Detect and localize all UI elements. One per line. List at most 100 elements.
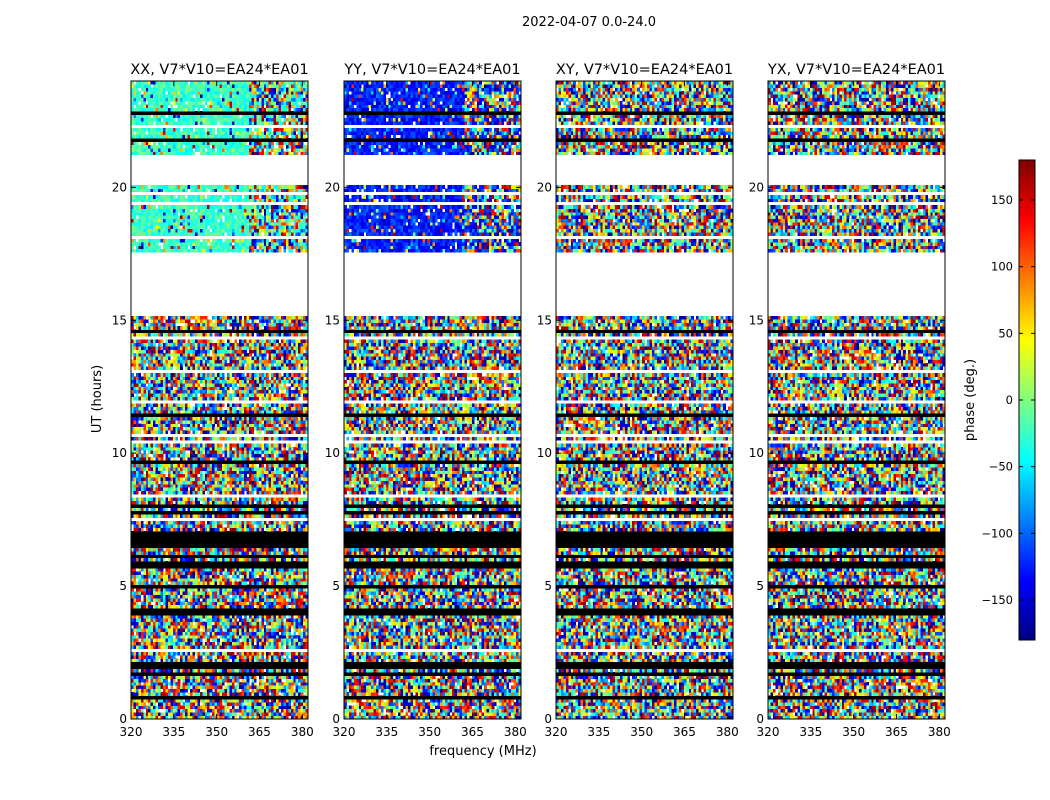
heatmap-cell	[266, 551, 269, 555]
heatmap-cell	[239, 500, 242, 505]
heatmap-cell	[143, 655, 147, 659]
heatmap-cell	[258, 581, 262, 585]
heatmap-cell	[185, 715, 188, 720]
heatmap-cell	[175, 477, 179, 481]
heatmap-cell	[202, 577, 206, 582]
heatmap-cell	[253, 628, 257, 632]
heatmap-cell	[249, 447, 252, 451]
heatmap-cell	[221, 682, 225, 686]
heatmap-cell	[217, 473, 220, 478]
heatmap-cell	[175, 527, 179, 532]
heatmap-cell	[295, 514, 299, 518]
heatmap-cell	[266, 406, 269, 411]
heatmap-cell	[236, 447, 240, 451]
heatmap-cell	[167, 651, 171, 656]
heatmap-cell	[241, 551, 245, 555]
heatmap-cell	[271, 457, 274, 461]
heatmap-cell	[271, 658, 274, 663]
heatmap-cell	[285, 698, 289, 703]
heatmap-cell	[204, 450, 208, 455]
heatmap-cell	[170, 688, 174, 693]
heatmap-cell	[249, 483, 252, 488]
heatmap-cell	[182, 678, 186, 683]
heatmap-cell	[298, 443, 301, 448]
heatmap-cell	[288, 507, 292, 512]
heatmap-cell	[239, 604, 242, 609]
heatmap-cell	[190, 416, 193, 421]
heatmap-cell	[165, 618, 169, 622]
heatmap-cell	[165, 507, 169, 512]
heatmap-cell	[182, 688, 186, 693]
heatmap-cell	[153, 682, 156, 686]
heatmap-cell	[263, 420, 267, 424]
heatmap-cell	[224, 651, 228, 656]
heatmap-cell	[170, 682, 174, 686]
heatmap-cell	[194, 426, 198, 431]
heatmap-cell	[202, 406, 206, 411]
heatmap-cell	[194, 420, 198, 424]
heatmap-cell	[199, 574, 203, 579]
heatmap-cell	[305, 682, 309, 686]
heatmap-cell	[197, 423, 201, 428]
heatmap-cell	[131, 473, 134, 478]
heatmap-cell	[133, 715, 137, 720]
heatmap-cell	[204, 708, 208, 713]
heatmap-cell	[226, 470, 230, 475]
heatmap-cell	[194, 621, 198, 626]
heatmap-cell	[131, 668, 134, 673]
heatmap-cell	[224, 678, 228, 683]
heatmap-cell	[241, 500, 245, 505]
heatmap-cell	[199, 389, 203, 394]
heatmap-cell	[138, 624, 142, 629]
heatmap-cell	[285, 601, 289, 606]
heatmap-cell	[256, 497, 260, 502]
heatmap-cell	[271, 470, 274, 475]
heatmap-cell	[187, 604, 191, 609]
heatmap-cell	[293, 514, 297, 518]
heatmap-cell	[221, 604, 225, 609]
heatmap-cell	[150, 705, 154, 710]
heatmap-cell	[271, 426, 274, 431]
heatmap-cell	[202, 641, 206, 646]
heatmap-cell	[165, 668, 169, 673]
heatmap-cell	[145, 645, 149, 649]
heatmap-cell	[268, 651, 272, 656]
heatmap-cell	[280, 450, 284, 455]
heatmap-cell	[204, 567, 208, 572]
heatmap-cell	[276, 490, 279, 495]
heatmap-cell	[133, 389, 137, 394]
heatmap-cell	[175, 618, 179, 622]
heatmap-cell	[135, 500, 139, 505]
heatmap-cell	[197, 621, 201, 626]
heatmap-cell	[298, 520, 301, 525]
heatmap-cell	[256, 594, 260, 599]
heatmap-cell	[273, 520, 277, 525]
heatmap-cell	[276, 453, 279, 458]
heatmap-cell	[204, 423, 208, 428]
heatmap-cell	[207, 591, 210, 596]
heatmap-cell	[153, 645, 156, 649]
heatmap-cell	[295, 574, 299, 579]
heatmap-cell	[138, 688, 142, 693]
heatmap-cell	[162, 483, 166, 488]
heatmap-cell	[273, 577, 277, 582]
heatmap-cell	[293, 416, 297, 421]
heatmap-cell	[246, 477, 250, 481]
heatmap-cell	[244, 624, 247, 629]
heatmap-cell	[273, 601, 277, 606]
heatmap-cell	[199, 557, 203, 562]
heatmap-cell	[153, 631, 156, 636]
heatmap-cell	[131, 621, 134, 626]
heatmap-cell	[300, 688, 304, 693]
heatmap-cell	[202, 574, 206, 579]
heatmap-cell	[253, 470, 257, 475]
heatmap-cell	[199, 551, 203, 555]
heatmap-cell	[140, 480, 144, 485]
heatmap-cell	[300, 557, 304, 562]
heatmap-cell	[170, 685, 174, 690]
heatmap-cell	[249, 557, 252, 562]
heatmap-cell	[167, 520, 171, 525]
heatmap-cell	[133, 497, 137, 502]
heatmap-cell	[143, 574, 147, 579]
heatmap-cell	[288, 685, 292, 690]
